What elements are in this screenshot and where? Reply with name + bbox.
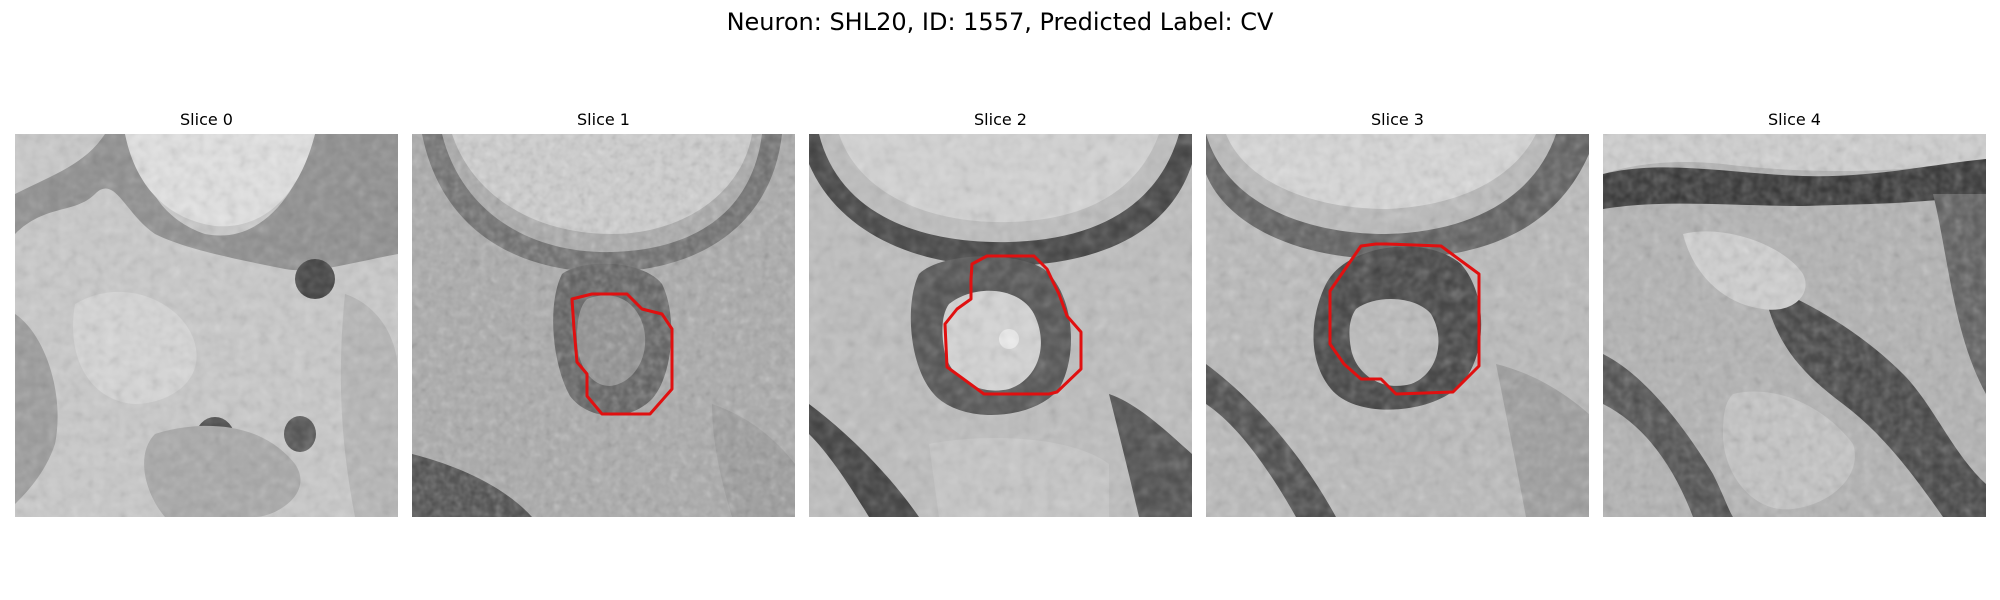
slice-2-image bbox=[809, 134, 1192, 517]
slice-1-svg bbox=[412, 134, 795, 517]
slice-4-svg bbox=[1603, 134, 1986, 517]
slice-4-title: Slice 4 bbox=[1768, 110, 1821, 129]
slice-1-contour bbox=[570, 292, 674, 416]
slice-4-image bbox=[1603, 134, 1986, 517]
slice-3-title: Slice 3 bbox=[1371, 110, 1424, 129]
slice-1-image bbox=[412, 134, 795, 517]
slice-2-contour bbox=[943, 254, 1083, 396]
slice-2-title: Slice 2 bbox=[974, 110, 1027, 129]
slice-1-title: Slice 1 bbox=[577, 110, 630, 129]
slice-0-svg bbox=[15, 134, 398, 517]
slice-0-title: Slice 0 bbox=[180, 110, 233, 129]
slice-2-svg bbox=[809, 134, 1192, 517]
slice-3-image bbox=[1206, 134, 1589, 517]
slice-0-image bbox=[15, 134, 398, 517]
slice-3-contour bbox=[1328, 242, 1481, 396]
figure-title: Neuron: SHL20, ID: 1557, Predicted Label… bbox=[726, 8, 1274, 36]
slice-3-svg bbox=[1206, 134, 1589, 517]
